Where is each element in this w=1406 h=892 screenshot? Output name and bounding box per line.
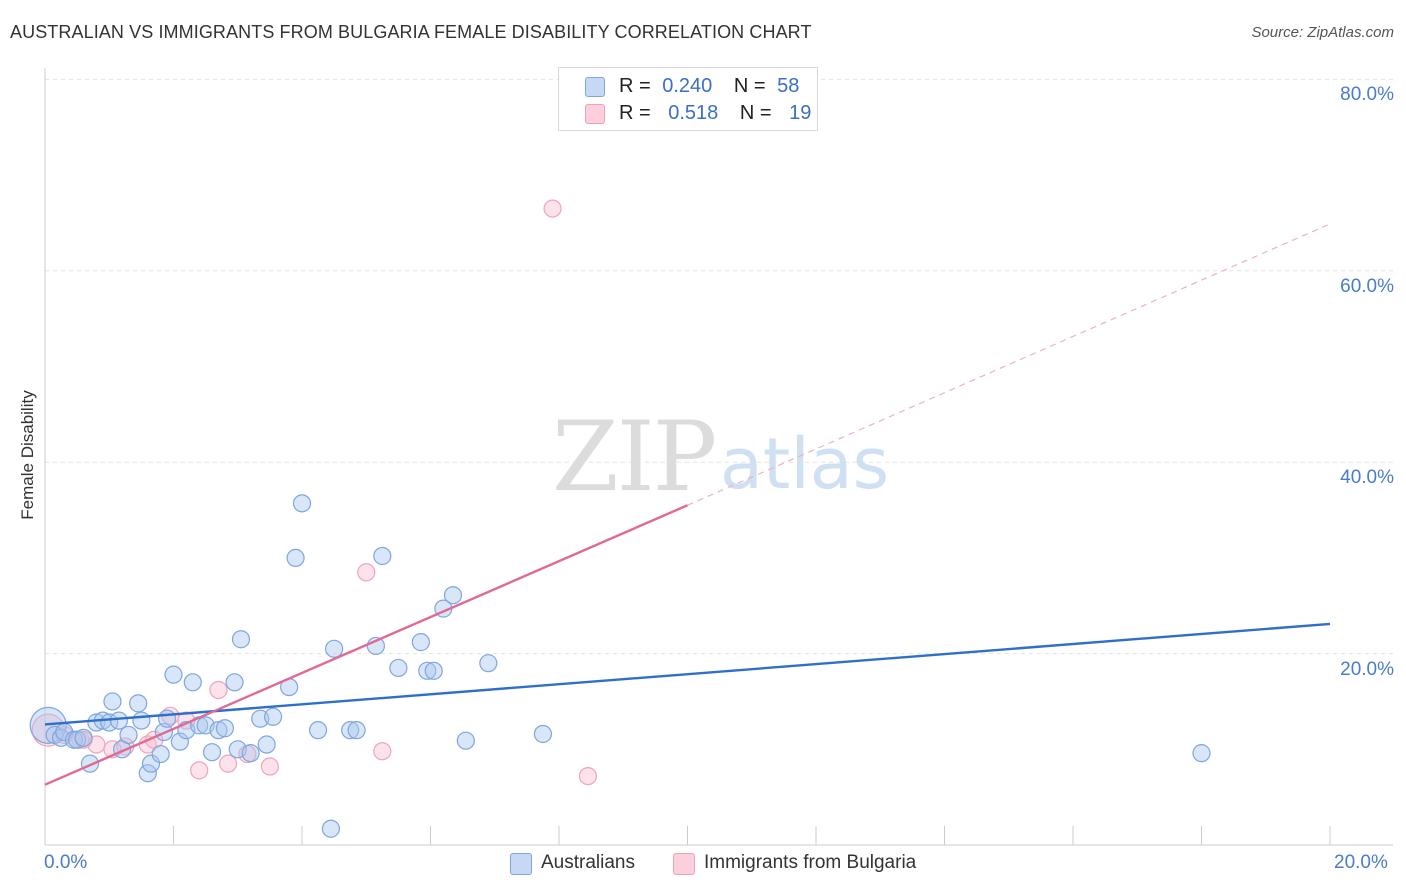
legend-r-value: 0.240: [662, 75, 713, 97]
australians-point: [443, 586, 463, 605]
watermark-atlas: atlas: [720, 423, 889, 505]
x-tick-label: 20.0%: [1334, 852, 1388, 873]
australians-point: [209, 721, 228, 740]
chart-title: AUSTRALIAN VS IMMIGRANTS FROM BULGARIA F…: [10, 22, 812, 42]
australians-point: [87, 713, 106, 732]
australians-point: [424, 661, 443, 680]
australians-point: [215, 719, 234, 738]
australians-point: [286, 548, 305, 568]
bulgaria-point: [578, 766, 598, 786]
australians-point: [68, 730, 87, 749]
legend-r-value: 0.518: [668, 102, 719, 124]
australians-point: [418, 661, 437, 680]
legend-n-label: N =: [739, 102, 772, 124]
y-tick-label: 60.0%: [1340, 275, 1394, 297]
legend-r-label: R =: [619, 75, 651, 97]
bulgaria-trend-extension: [687, 223, 1331, 506]
legend-n-label: N =: [733, 75, 766, 97]
australians-point: [157, 709, 177, 728]
australians-point: [132, 711, 151, 730]
australians-point: [119, 725, 138, 745]
australians-point: [479, 654, 498, 673]
watermark-zip: ZIP: [552, 401, 715, 513]
australians-point: [29, 706, 67, 744]
source-label: Source: ZipAtlas.com: [1251, 24, 1394, 41]
axes: [44, 68, 1393, 846]
bulgaria-point: [373, 742, 392, 761]
australians-point: [241, 744, 260, 763]
bottom-legend-australians: Australians: [541, 852, 635, 873]
australians-point: [292, 494, 312, 513]
legend-n-value: 58: [777, 75, 800, 97]
legend-n-value: 19: [789, 102, 812, 124]
australians-point: [103, 692, 122, 711]
australians-point: [308, 721, 328, 740]
legend: R = 0.240 N = 58 R = 0.518 N = 19: [558, 67, 818, 131]
bulgaria-point: [219, 754, 238, 773]
australians-point: [109, 711, 128, 730]
australians-point: [533, 724, 553, 744]
australians-point: [225, 673, 244, 692]
x-tick-label: 0.0%: [44, 852, 88, 873]
australians-point: [231, 630, 251, 649]
australians-point: [74, 728, 93, 747]
australians-points: [29, 494, 1211, 838]
australians-point: [141, 754, 161, 773]
australians-point: [183, 673, 202, 692]
y-tick-label: 20.0%: [1340, 658, 1394, 680]
australians-point: [170, 732, 190, 751]
legend-r-label: R =: [619, 102, 651, 124]
bulgaria-trend-line: [44, 504, 688, 786]
bulgaria-point: [543, 199, 562, 218]
australians-point: [151, 744, 170, 764]
y-tick-label: 80.0%: [1340, 84, 1394, 106]
australians-point: [411, 633, 430, 652]
australians-point: [257, 735, 276, 754]
bulgaria-point: [209, 680, 228, 700]
australians-point: [325, 639, 344, 658]
australians-point: [263, 707, 283, 726]
bottom-legend-bulgaria: Immigrants from Bulgaria: [704, 852, 917, 873]
australians-point: [202, 743, 222, 762]
australians-point: [389, 658, 408, 678]
bulgaria-point: [260, 757, 279, 776]
australians-point: [164, 665, 183, 684]
australians-point: [321, 819, 341, 838]
australians-point: [456, 731, 475, 750]
australians-point: [138, 764, 157, 783]
trend-lines: [44, 223, 1331, 786]
gridlines: [45, 78, 1393, 655]
australians-trend-line: [44, 622, 1331, 726]
bottom-legend-swatch-australians: [510, 853, 532, 875]
bulgaria-point: [357, 563, 376, 582]
australians-point: [129, 694, 148, 713]
legend-swatch-bulgaria: [585, 104, 605, 124]
y-tick-label: 40.0%: [1340, 467, 1394, 489]
legend-swatch-australians: [585, 77, 605, 97]
australians-point: [1192, 744, 1211, 763]
bulgaria-point: [190, 761, 209, 780]
australians-point: [347, 721, 366, 740]
australians-point: [341, 721, 360, 740]
australians-point: [373, 546, 392, 566]
bottom-legend-swatch-bulgaria: [673, 853, 695, 875]
